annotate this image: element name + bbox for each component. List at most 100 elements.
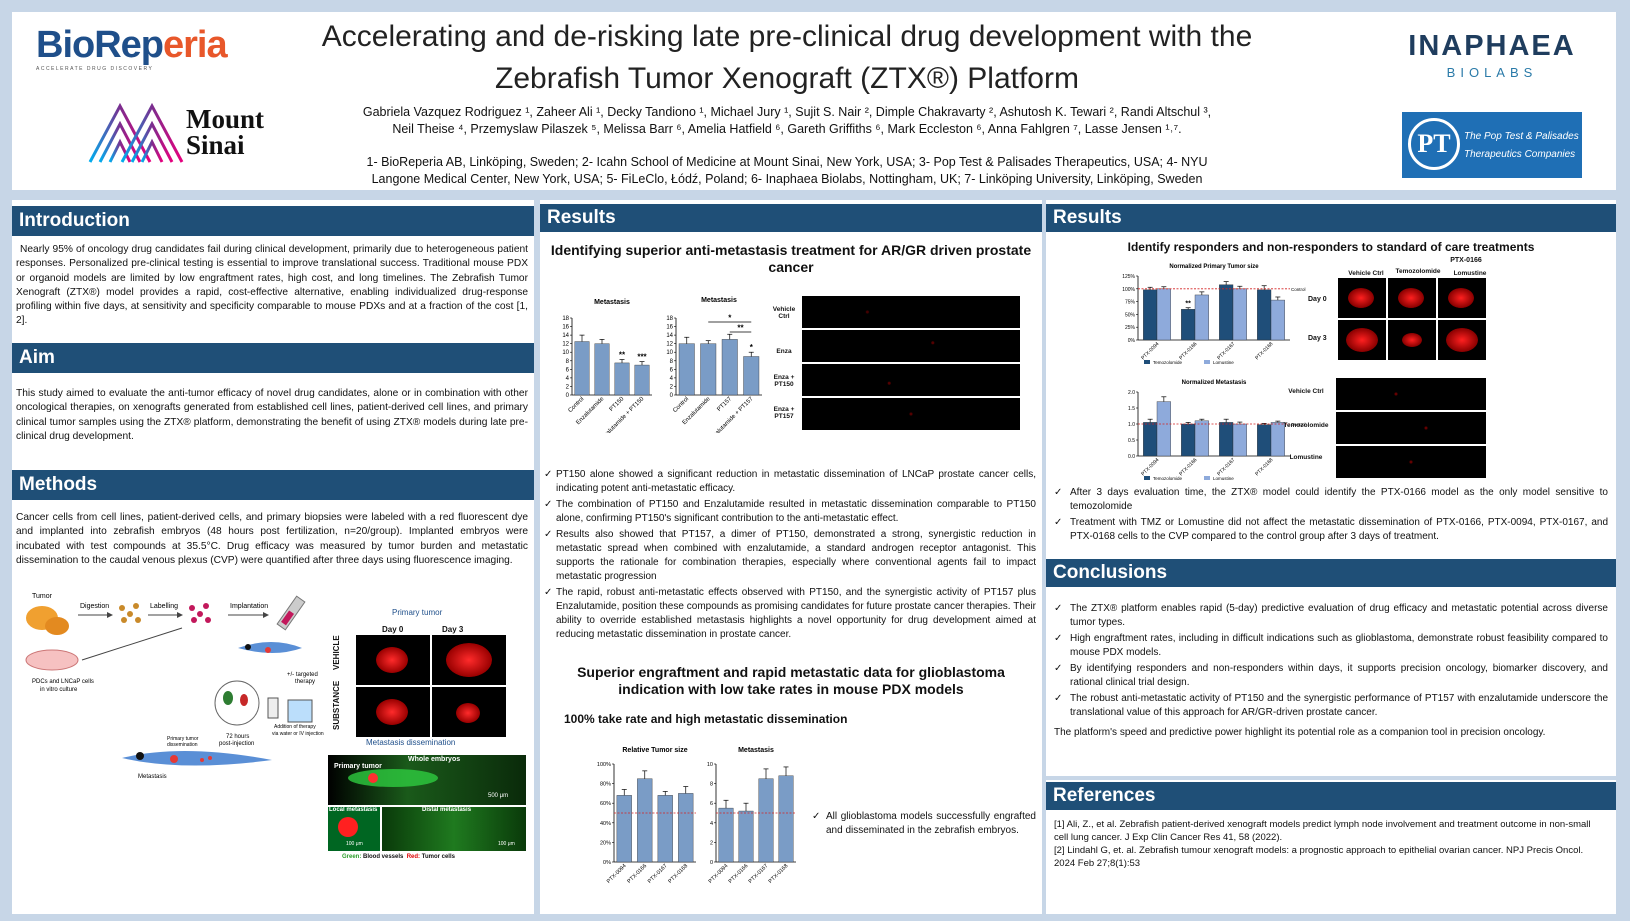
primary-substance-day0	[356, 687, 430, 737]
methods-schematic: Tumor Digestion Labelling Implantation P…	[12, 588, 332, 908]
chart-title: Metastasis	[738, 747, 774, 754]
chart-prostate-pt157: Metastasis024681012141618****ControlEnza…	[666, 297, 762, 433]
x-tick-label: PTX-0094	[708, 863, 730, 885]
bar	[1181, 309, 1196, 341]
y-tick-label: 10	[666, 350, 673, 356]
x-tick-label: Control	[672, 396, 690, 414]
primary-vehicle-day3	[432, 635, 506, 685]
methods-heading: Methods	[12, 470, 534, 500]
y-tick-label: 100%	[1122, 287, 1135, 293]
ptx-d0-tmz	[1388, 278, 1436, 318]
title-line-2: Zebrafish Tumor Xenograft (ZTX®) Platfor…	[495, 62, 1079, 95]
x-tick-label: PTX-0168	[1254, 457, 1274, 477]
schem-post: post-injection	[219, 741, 254, 747]
local-metastasis-label: Local metastasis	[329, 807, 378, 813]
reference-item: [1] Ali, Z., et al. Zebrafish patient-de…	[1054, 819, 1591, 843]
vehicle-label: VEHICLE	[332, 635, 341, 670]
bar	[574, 341, 590, 396]
header-panel: BioReperia ACCELERATE DRUG DISCOVERY Mou…	[12, 12, 1616, 190]
schem-primary: Primary tumor	[167, 736, 199, 742]
results2-bullet: After 3 days evaluation time, the ZTX® m…	[1054, 486, 1608, 514]
column-3: Results Identify responders and non-resp…	[1046, 200, 1616, 776]
y-tick-label: 18	[666, 316, 673, 322]
schem-therapy: therapy	[295, 679, 315, 685]
bar	[1156, 401, 1171, 457]
bar	[1219, 284, 1234, 341]
y-tick-label: 12	[562, 342, 569, 348]
x-tick-label: PTX-0094	[1140, 457, 1160, 477]
column-2: Results Identifying superior anti-metast…	[540, 200, 1042, 914]
bar	[1181, 423, 1196, 457]
x-tick-label: PTX-0166	[626, 863, 648, 885]
legend-label: Lomustine	[1213, 360, 1234, 365]
svg-text:Tumor: Tumor	[32, 593, 53, 600]
conclusions-heading: Conclusions	[1046, 559, 1616, 587]
ptx-col-1: Temozolomide	[1395, 268, 1441, 275]
significance-label: *	[750, 343, 754, 352]
bar	[634, 364, 650, 396]
gbm-bullet-list: All glioblastoma models successfully eng…	[812, 810, 1036, 840]
micro-label-3: Enza + PT157	[773, 406, 795, 420]
primary-tumor-title: Primary tumor	[392, 608, 443, 617]
affil-line-1: 1- BioReperia AB, Linköping, Sweden; 2- …	[366, 155, 1208, 169]
schem-pdcs2: in vitro culture	[40, 687, 78, 693]
bar	[778, 775, 794, 863]
references-panel: References [1] Ali, Z., et al. Zebrafish…	[1046, 780, 1616, 914]
micro-label-1: Enza	[776, 348, 792, 355]
bar	[1232, 423, 1247, 457]
chart-title: Metastasis	[701, 297, 737, 304]
bar	[637, 778, 653, 863]
x-tick-label: PT157	[716, 396, 733, 413]
bar	[1257, 424, 1272, 457]
x-tick-label: PTX-0167	[748, 863, 770, 885]
column-1: Introduction Nearly 95% of oncology drug…	[12, 200, 534, 914]
logo-inaphaea: INAPHAEA	[1408, 30, 1576, 62]
logo-mount: Mount	[186, 104, 265, 134]
fluor-legend: Green: Blood vessels Red: Tumor cells	[342, 854, 455, 860]
y-tick-label: 0	[566, 393, 570, 399]
meta-row-0: Vehicle Ctrl	[1288, 388, 1324, 395]
schem-implantation: Implantation	[230, 603, 268, 610]
whole-embryos-label: Whole embryos	[408, 756, 461, 763]
aim-text: This study aimed to evaluate the anti-tu…	[16, 388, 528, 442]
y-tick-label: 125%	[1122, 274, 1135, 280]
affiliations: 1- BioReperia AB, Linköping, Sweden; 2- …	[282, 154, 1292, 188]
chart-title: Normalized Primary Tumor size	[1169, 264, 1259, 270]
meta-vehicle-image	[1336, 378, 1486, 410]
meta-lomustine-image	[1336, 446, 1486, 478]
bar	[1156, 288, 1171, 341]
prostate-microscopy: Vehicle Ctrl Enza Enza + PT150 Enza + PT…	[770, 296, 1020, 436]
results2-bullets: After 3 days evaluation time, the ZTX® m…	[1054, 486, 1608, 546]
inaphaea-logo: INAPHAEA BIOLABS	[1392, 30, 1592, 80]
y-tick-label: 14	[666, 333, 673, 339]
x-tick-label: PTX-0094	[1140, 341, 1160, 361]
micro-enza	[802, 330, 1020, 362]
micro-vehicle	[802, 296, 1020, 328]
bar	[1194, 420, 1209, 457]
results2-heading: Results	[1046, 204, 1616, 232]
ptx-d3-tmz	[1388, 320, 1436, 360]
y-tick-label: 2	[670, 384, 674, 390]
bar	[678, 793, 694, 863]
authors-line-1: Gabriela Vazquez Rodriguez ¹, Zaheer Ali…	[362, 105, 1212, 119]
legend-green: Green:	[342, 854, 362, 860]
schem-hours: 72 hours	[226, 734, 249, 740]
y-tick-label: 8	[670, 359, 674, 365]
ptx-col-0: Vehicle Ctrl	[1348, 270, 1384, 277]
schem-labelling: Labelling	[150, 603, 178, 610]
ptx-d0-vehicle	[1338, 278, 1386, 318]
results1-bullet: The rapid, robust anti-metastatic effect…	[544, 586, 1036, 642]
bar	[678, 343, 695, 396]
schem-targeted: +/- targeted	[287, 672, 318, 678]
x-tick-label: Control	[567, 396, 585, 414]
meta-tmz-image	[1336, 412, 1486, 444]
bar	[721, 339, 738, 396]
y-tick-label: 50%	[1125, 312, 1136, 318]
micro-enza-pt150	[802, 364, 1020, 396]
y-tick-label: 2	[710, 840, 713, 846]
mount-sinai-icon	[88, 102, 184, 163]
y-tick-label: 16	[562, 325, 569, 331]
bioreperia-logo: BioReperia ACCELERATE DRUG DISCOVERY	[36, 24, 276, 72]
bar	[1143, 422, 1158, 457]
y-tick-label: 2.0	[1128, 390, 1135, 396]
